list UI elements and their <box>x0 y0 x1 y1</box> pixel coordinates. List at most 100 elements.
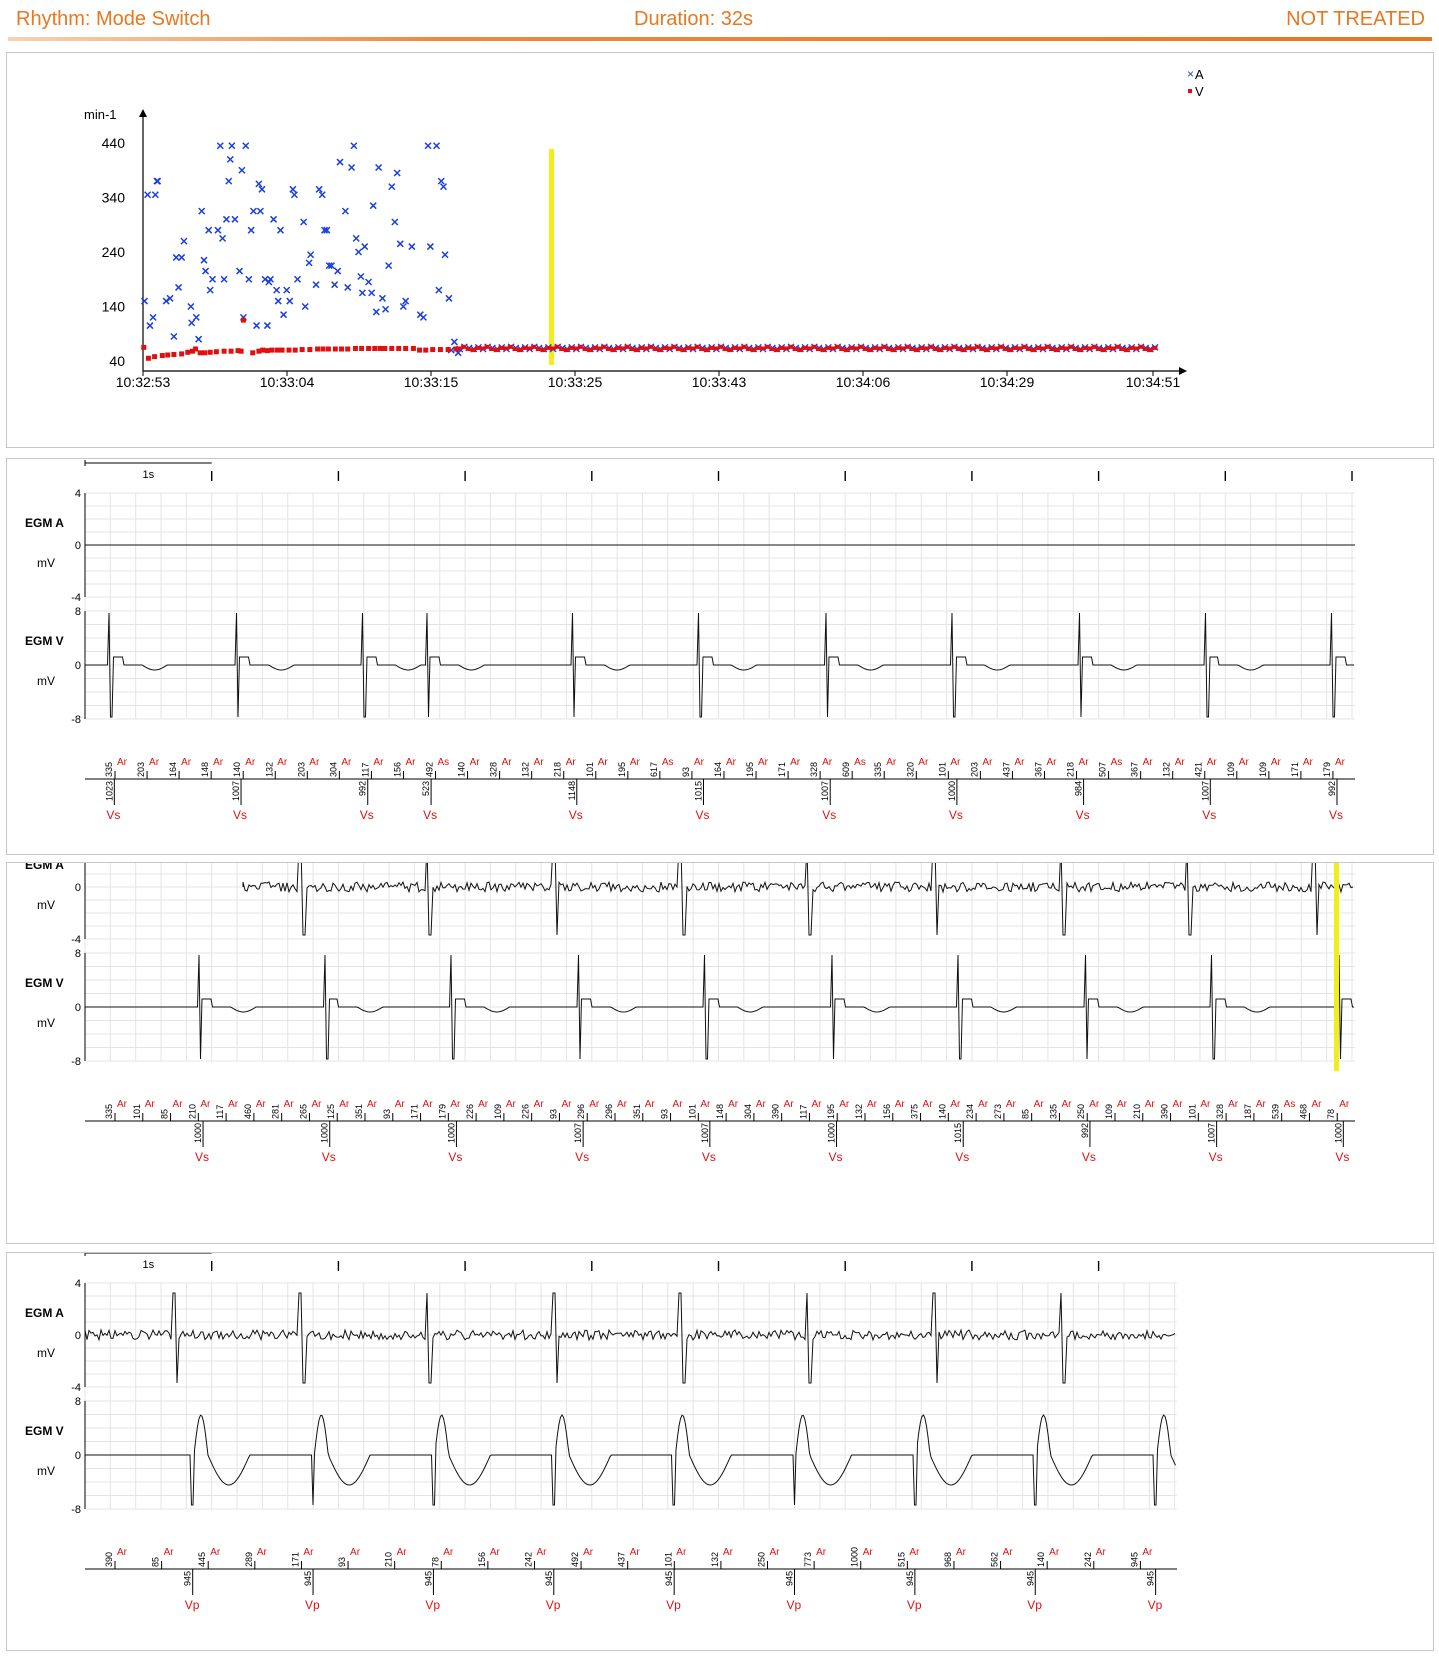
a-point <box>166 294 174 302</box>
atrial-interval-label: 93 <box>337 1557 347 1567</box>
atrial-interval-label: 328 <box>1215 1104 1225 1119</box>
v-point <box>540 348 546 353</box>
a-point <box>433 142 441 150</box>
channel-tick-label: 0 <box>75 882 81 894</box>
atrial-interval-label: 101 <box>1187 1104 1197 1119</box>
ventricular-interval-label: 945 <box>1025 1571 1035 1586</box>
v-point <box>601 344 607 349</box>
a-point <box>178 253 186 261</box>
atrial-interval-label: 210 <box>384 1552 394 1567</box>
v-point <box>830 346 836 351</box>
a-point <box>198 207 206 215</box>
atrial-marker-label: Ar <box>700 1099 711 1110</box>
atrial-marker-label: Ar <box>728 1099 739 1110</box>
v-point <box>746 347 752 352</box>
a-point <box>247 226 255 234</box>
ventricular-marker-label: Vp <box>185 1598 200 1612</box>
atrial-interval-label: 210 <box>1132 1104 1142 1119</box>
a-point <box>266 275 274 283</box>
v-point <box>332 346 338 352</box>
atrial-marker-label: Ar <box>256 1099 267 1110</box>
atrial-interval-label: 421 <box>1194 762 1204 777</box>
atrial-marker-label: Ar <box>673 1099 684 1110</box>
ventricular-interval-label: 945 <box>544 1571 554 1586</box>
channel-unit: mV <box>37 898 55 912</box>
ventricular-interval-label: 945 <box>1146 1571 1156 1586</box>
v-point <box>141 344 147 350</box>
v-point <box>886 347 892 352</box>
a-point <box>419 313 427 321</box>
a-point <box>293 275 302 283</box>
v-point <box>461 344 467 349</box>
a-point <box>426 243 434 251</box>
v-point <box>797 348 803 353</box>
a-point <box>352 234 360 242</box>
atrial-interval-label: 148 <box>200 762 210 777</box>
v-point <box>633 348 639 353</box>
atrial-interval-label: 296 <box>576 1104 586 1119</box>
v-point <box>676 347 682 352</box>
atrial-marker-label: Ar <box>811 1099 822 1110</box>
atrial-marker-label: Ar <box>1200 1099 1211 1110</box>
v-point <box>315 346 321 352</box>
atrial-interval-label: 773 <box>803 1552 813 1567</box>
atrial-interval-label: 117 <box>360 763 370 777</box>
ventricular-marker-label: Vs <box>695 808 709 822</box>
a-point <box>368 289 376 297</box>
atrial-interval-label: 140 <box>937 1104 947 1119</box>
a-point <box>391 218 399 226</box>
atrial-interval-label: 507 <box>1098 762 1108 777</box>
rate-trend-panel: min-1 440 340 240 140 40 10:32:53 10:33:04 10:33… <box>6 52 1434 448</box>
a-point <box>402 297 410 305</box>
atrial-marker-label: Ar <box>694 757 705 768</box>
v-point <box>680 348 686 353</box>
ventricular-interval-label: 1007 <box>820 781 830 801</box>
v-point <box>895 345 901 350</box>
atrial-interval-label: 203 <box>296 762 306 777</box>
atrial-marker-label: Ar <box>1089 1099 1100 1110</box>
atrial-interval-label: 85 <box>160 1109 170 1119</box>
ventricular-interval-label: 992 <box>1080 1123 1090 1138</box>
v-point <box>396 345 402 351</box>
a-point <box>355 248 363 256</box>
y-tick-label: 340 <box>102 190 126 206</box>
v-point <box>145 355 151 361</box>
v-point <box>1026 347 1032 352</box>
v-point <box>479 346 485 351</box>
atrial-marker-label: Ar <box>373 757 384 768</box>
a-point <box>214 226 222 234</box>
atrial-interval-label: 328 <box>809 762 819 777</box>
v-point <box>694 344 700 349</box>
atrial-marker-label: Ar <box>1256 1099 1267 1110</box>
v-point <box>159 353 165 359</box>
scale-bar-label: 1s <box>143 469 155 481</box>
v-point <box>811 344 817 349</box>
atrial-interval-label: 609 <box>841 762 851 777</box>
channel-tick-label: -8 <box>71 714 81 726</box>
a-point <box>301 302 309 311</box>
a-point <box>238 166 246 174</box>
v-point <box>1082 345 1088 350</box>
a-point <box>385 262 393 270</box>
a-point <box>188 319 196 327</box>
a-point <box>276 226 285 234</box>
atrial-marker-label: Ar <box>950 1099 961 1110</box>
a-point <box>399 302 407 311</box>
channel-tick-label: 8 <box>75 606 81 618</box>
a-point <box>450 338 458 346</box>
atrial-interval-label: 1000 <box>850 1547 860 1567</box>
a-point <box>334 267 342 275</box>
atrial-interval-label: 93 <box>660 1109 670 1119</box>
a-point <box>219 234 227 242</box>
atrial-interval-label: 187 <box>1243 1104 1253 1119</box>
channel-unit: mV <box>37 1464 55 1478</box>
a-point <box>290 191 298 199</box>
atrial-interval-label: 367 <box>1130 762 1140 777</box>
a-point <box>437 177 445 185</box>
atrial-interval-label: 179 <box>437 1104 447 1119</box>
v-point <box>657 348 663 353</box>
atrial-marker-label: Ar <box>923 1099 934 1110</box>
v-point <box>867 348 873 353</box>
v-point <box>699 347 705 352</box>
